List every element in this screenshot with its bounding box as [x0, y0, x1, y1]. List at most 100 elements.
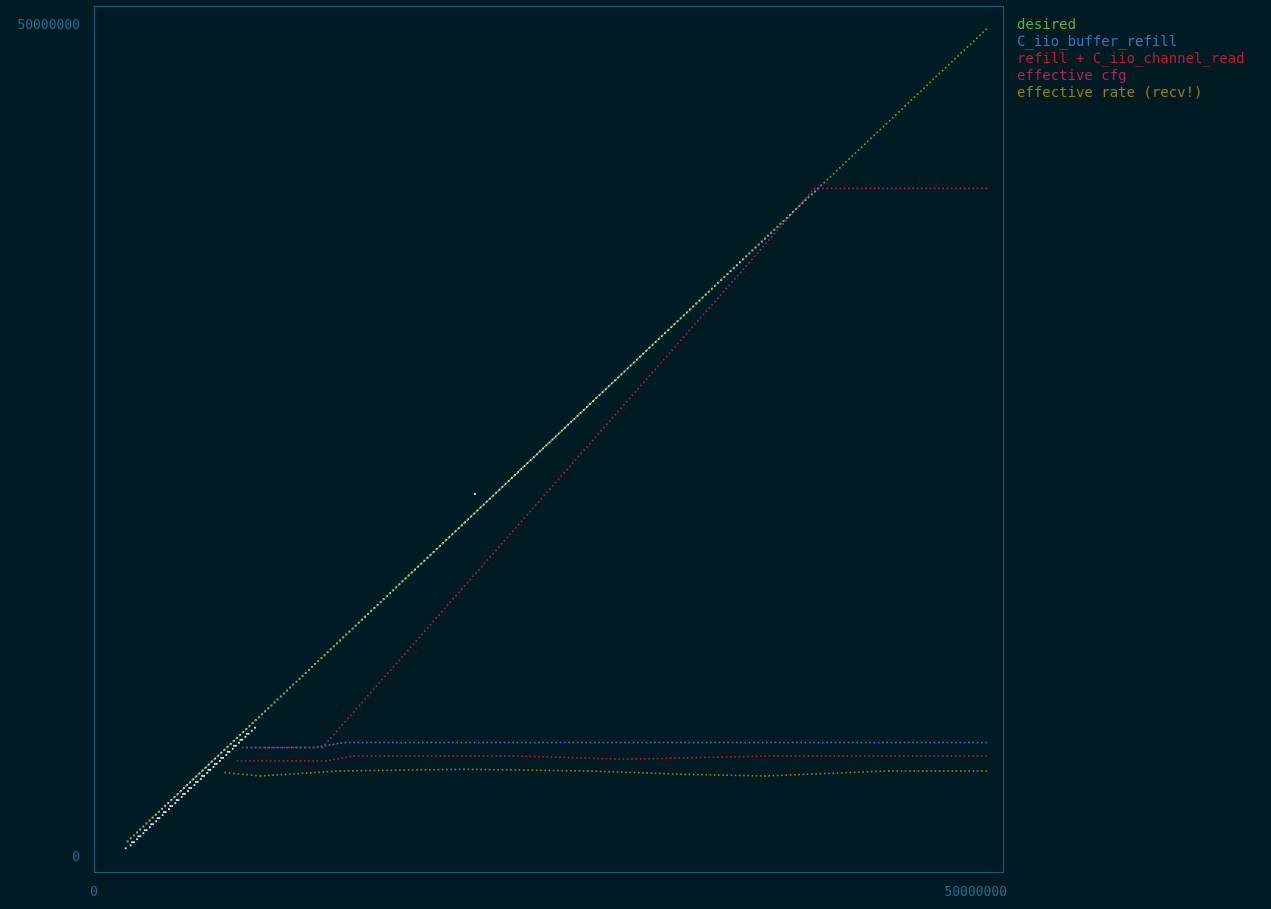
series-point [799, 755, 801, 757]
series-point [461, 755, 463, 757]
measured-point [124, 847, 127, 850]
series-point [279, 695, 282, 698]
measured-point [190, 787, 193, 789]
measured-point [209, 769, 212, 771]
series-point [908, 187, 910, 190]
series-point [627, 366, 630, 369]
series-point [347, 770, 350, 772]
series-point [862, 771, 864, 773]
series-point [744, 741, 747, 744]
series-point [713, 774, 716, 776]
measured-point [189, 781, 192, 784]
series-point [163, 805, 166, 808]
series-point [407, 769, 410, 771]
measured-point [184, 793, 186, 795]
series-point [808, 194, 810, 196]
series-point [419, 563, 422, 566]
series-point [370, 755, 373, 757]
series-point [852, 741, 854, 744]
series-point [424, 769, 427, 771]
series-point [416, 566, 419, 569]
series-point [937, 755, 940, 757]
series-point [752, 249, 754, 251]
measured-point [195, 775, 198, 778]
series-point [951, 187, 953, 190]
series-point [420, 769, 423, 771]
series-point [410, 572, 412, 574]
measured-point [514, 474, 516, 476]
series-point [853, 771, 856, 774]
series-point [719, 294, 722, 296]
series-point [552, 769, 555, 772]
series-point [795, 208, 798, 210]
series-point [655, 340, 658, 342]
series-point [929, 187, 932, 190]
series-point [768, 755, 771, 757]
series-point [292, 746, 294, 749]
measured-point [222, 757, 224, 759]
series-point [658, 741, 661, 744]
measured-point [645, 350, 648, 352]
series-point [663, 772, 665, 775]
series-point [194, 776, 197, 778]
series-point [963, 187, 966, 190]
series-point [883, 770, 886, 772]
series-point [637, 357, 639, 360]
series-point [538, 741, 540, 744]
plot-frame [94, 6, 1004, 873]
series-point [546, 741, 549, 744]
series-point [367, 695, 369, 697]
series-point [668, 328, 670, 331]
series-point [342, 636, 344, 639]
series-point [495, 755, 498, 757]
measured-point [573, 417, 576, 420]
series-point [472, 575, 474, 577]
series-point [488, 768, 491, 771]
series-point [268, 746, 271, 749]
series-point [799, 203, 801, 206]
series-point [200, 770, 203, 773]
series-point [520, 741, 523, 744]
series-point [338, 727, 341, 729]
series-point [401, 581, 403, 583]
series-point [849, 771, 852, 774]
series-point [886, 741, 888, 744]
series-point [517, 523, 520, 526]
series-point [557, 478, 560, 481]
series-point [727, 272, 729, 275]
series-point [417, 741, 420, 744]
series-point [282, 760, 285, 762]
series-point [966, 46, 969, 48]
series-point [426, 755, 429, 757]
series-point [846, 755, 849, 757]
series-point [689, 308, 692, 310]
series-point [768, 239, 770, 241]
series-point [791, 741, 794, 744]
series-point [484, 768, 487, 771]
series-point [701, 741, 704, 744]
series-point [299, 760, 302, 762]
series-point [770, 231, 773, 234]
series-point [336, 742, 339, 745]
series-point [563, 472, 565, 474]
series-point [547, 443, 549, 445]
series-point [476, 768, 478, 771]
series-point [421, 633, 423, 636]
series-point [170, 799, 172, 802]
series-point [559, 741, 562, 744]
series-point [873, 741, 876, 744]
series-point [832, 172, 835, 175]
series-point [522, 466, 524, 469]
measured-point [501, 485, 504, 488]
series-point [954, 58, 956, 60]
series-point [456, 755, 459, 757]
series-point [495, 549, 497, 552]
series-point [705, 310, 708, 312]
measured-point [489, 497, 491, 500]
series-point [646, 772, 648, 774]
series-point [649, 346, 652, 348]
series-point [836, 772, 839, 774]
series-point [602, 390, 605, 392]
series-point [604, 770, 606, 773]
series-point [411, 769, 414, 771]
